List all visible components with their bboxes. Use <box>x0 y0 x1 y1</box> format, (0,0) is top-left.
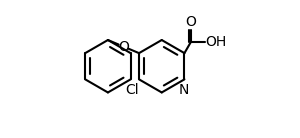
Text: N: N <box>178 83 189 97</box>
Text: O: O <box>186 15 196 29</box>
Text: O: O <box>118 40 129 54</box>
Text: OH: OH <box>206 35 227 49</box>
Text: Cl: Cl <box>125 83 139 97</box>
